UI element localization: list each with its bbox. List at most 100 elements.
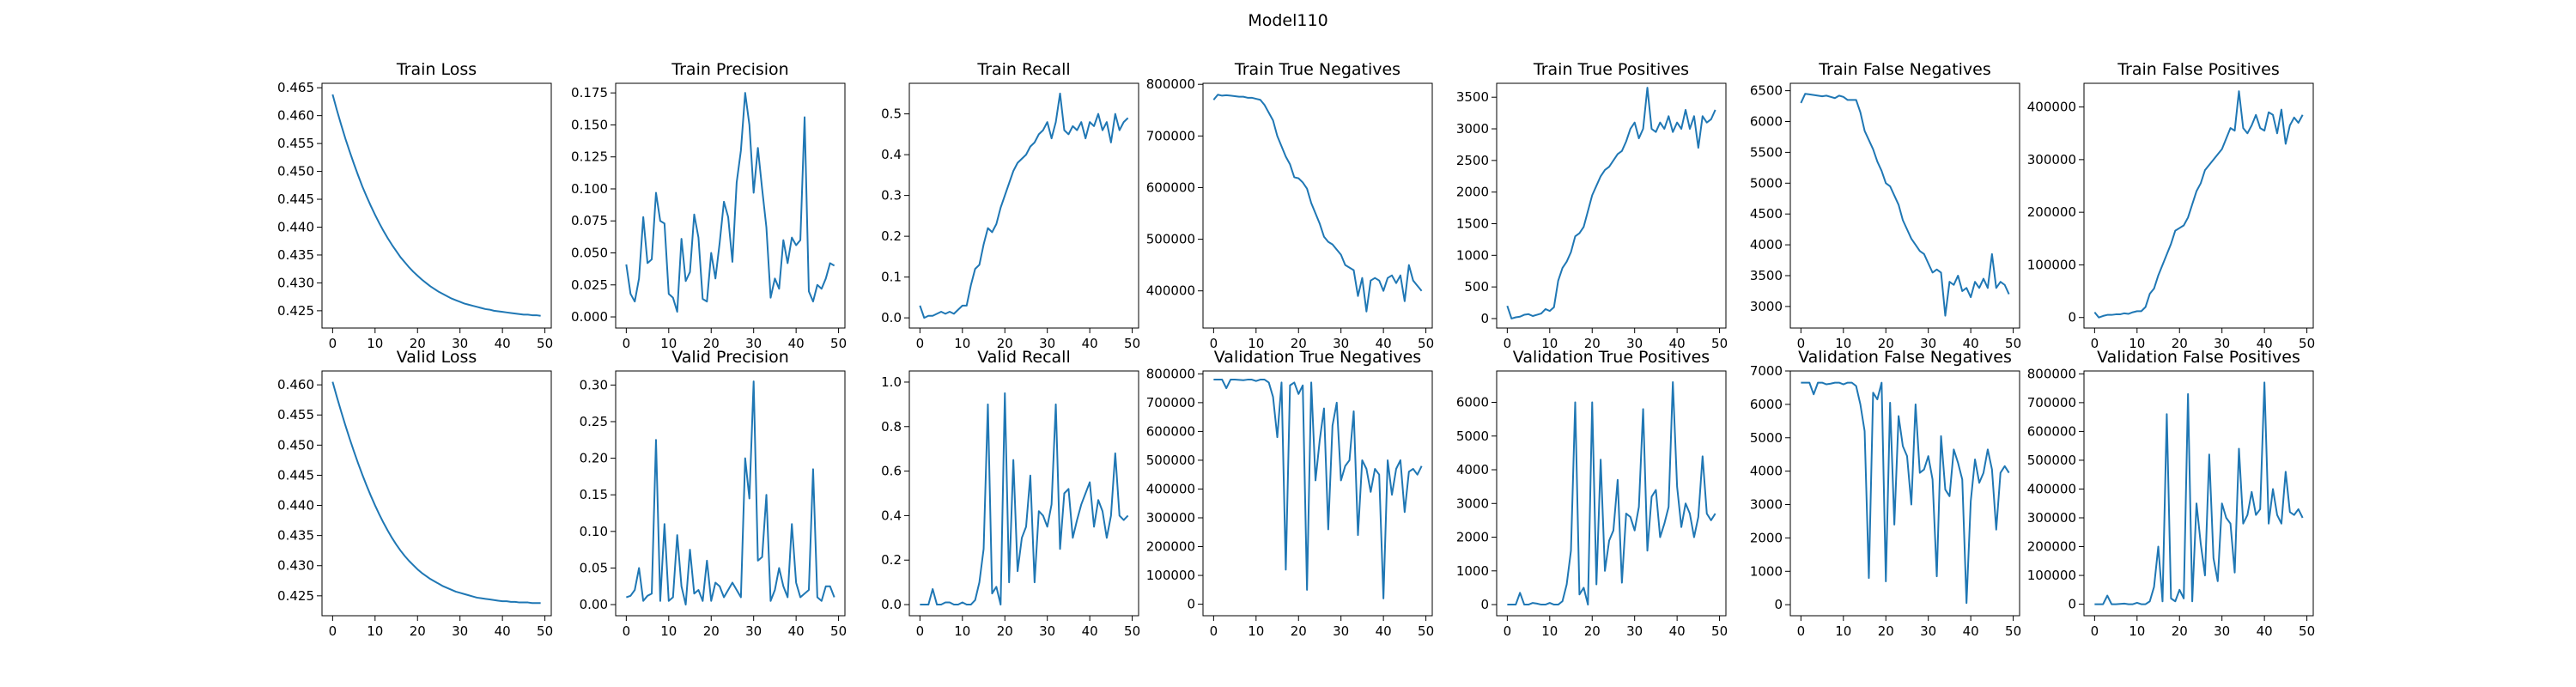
x-tick-label: 40 bbox=[2257, 623, 2273, 639]
axes-frame bbox=[908, 370, 1139, 617]
y-tick-label: 400000 bbox=[2027, 481, 2076, 496]
subplot-10: Valid Recall 0.0 0.2 0.4 0.6 0.8 1.0 0 10 20 30 40 5… bbox=[881, 348, 1140, 639]
y-tick-label: 0.455 bbox=[277, 407, 314, 423]
y-tick-label: 4500 bbox=[1750, 206, 1783, 222]
x-tick-label: 10 bbox=[954, 623, 970, 639]
subplot-2: Train Precision 0.000 0.025 0.050 0.075 0.100… bbox=[571, 60, 847, 351]
y-tick-label: 0.00 bbox=[580, 597, 608, 612]
y-tick-label: 0.440 bbox=[277, 219, 314, 234]
x-tick-label: 40 bbox=[1669, 336, 1686, 351]
series-line bbox=[626, 380, 835, 606]
y-tick-label: 0.455 bbox=[277, 136, 314, 151]
x-tick-label: 40 bbox=[2257, 336, 2273, 351]
x-tick-label: 0 bbox=[1797, 623, 1806, 639]
y-tick-label: 800000 bbox=[1146, 366, 1195, 381]
y-tick-label: 0.10 bbox=[580, 524, 608, 539]
subplot-title: Validation True Positives bbox=[1513, 348, 1710, 367]
x-tick-label: 0 bbox=[329, 623, 337, 639]
y-tick-label: 0.460 bbox=[277, 108, 314, 124]
axes-frame bbox=[321, 82, 552, 329]
y-tick-label: 4000 bbox=[1750, 464, 1783, 479]
x-tick-label: 40 bbox=[1082, 623, 1098, 639]
axes-frame bbox=[1202, 82, 1433, 329]
x-tick-label: 20 bbox=[1584, 623, 1601, 639]
y-tick-label: 300000 bbox=[1146, 510, 1195, 526]
series-line bbox=[2094, 381, 2304, 605]
series-line bbox=[1507, 380, 1716, 606]
x-tick-label: 30 bbox=[452, 336, 468, 351]
y-tick-label: 5000 bbox=[1750, 430, 1783, 446]
subplot-13: Validation False Negatives 0 1000 2000 3000 4… bbox=[1750, 348, 2021, 639]
x-tick-label: 10 bbox=[367, 336, 383, 351]
y-tick-label: 3000 bbox=[1750, 497, 1783, 513]
y-tick-label: 2000 bbox=[1750, 530, 1783, 545]
subplot-1: Train Loss 0.425 0.430 0.435 0.440 0.445 0.450… bbox=[277, 60, 553, 351]
x-tick-label: 30 bbox=[2214, 623, 2230, 639]
y-tick-label: 0.450 bbox=[277, 437, 314, 453]
subplot-title: Train True Negatives bbox=[1234, 60, 1400, 79]
y-tick-label: 100000 bbox=[2027, 568, 2076, 583]
y-tick-label: 6000 bbox=[1456, 395, 1489, 410]
x-tick-label: 30 bbox=[1039, 623, 1055, 639]
series-line bbox=[919, 92, 1129, 319]
axes-frame bbox=[615, 82, 846, 329]
subplot-5: Train True Positives05001000150020002500… bbox=[1456, 60, 1728, 351]
y-tick-label: 5000 bbox=[1456, 429, 1489, 444]
y-tick-label: 0.15 bbox=[580, 487, 608, 502]
x-tick-label: 40 bbox=[1669, 623, 1686, 639]
x-tick-label: 0 bbox=[916, 336, 925, 351]
x-tick-label: 30 bbox=[1333, 336, 1349, 351]
y-tick-label: 6000 bbox=[1750, 397, 1783, 412]
axes-frame bbox=[2083, 82, 2314, 329]
x-tick-label: 10 bbox=[367, 623, 383, 639]
x-tick-label: 10 bbox=[1248, 336, 1264, 351]
y-tick-label: 200000 bbox=[2027, 539, 2076, 555]
x-tick-label: 30 bbox=[452, 623, 468, 639]
y-tick-label: 3000 bbox=[1456, 121, 1489, 137]
subplot-3: Train Recall 0.0 0.1 0.2 0.3 0.4 0.5 0 10 20 30 40 5… bbox=[881, 60, 1140, 351]
x-tick-label: 40 bbox=[1376, 336, 1392, 351]
y-tick-label: 0 bbox=[1480, 311, 1489, 326]
y-tick-label: 600000 bbox=[2027, 423, 2076, 439]
y-tick-label: 0.6 bbox=[881, 464, 902, 479]
y-tick-label: 200000 bbox=[2027, 204, 2076, 220]
axes-frame bbox=[1496, 82, 1727, 329]
y-tick-label: 2500 bbox=[1456, 153, 1489, 168]
y-tick-label: 3000 bbox=[1750, 299, 1783, 314]
y-tick-label: 0.4 bbox=[881, 147, 902, 162]
y-tick-label: 400000 bbox=[2027, 100, 2076, 115]
x-tick-label: 10 bbox=[2129, 623, 2145, 639]
x-tick-label: 40 bbox=[1963, 623, 1979, 639]
subplot-title: Train Precision bbox=[671, 60, 788, 79]
series-line bbox=[625, 92, 835, 313]
subplot-8: Valid Loss 0.425 0.430 0.435 0.440 0.445 0.450… bbox=[277, 348, 553, 639]
y-tick-label: 0.2 bbox=[881, 228, 902, 244]
x-tick-label: 20 bbox=[2172, 623, 2188, 639]
x-tick-label: 40 bbox=[788, 336, 805, 351]
y-tick-label: 0.05 bbox=[580, 560, 608, 575]
y-tick-label: 0 bbox=[1187, 597, 1195, 612]
y-tick-label: 0.430 bbox=[277, 558, 314, 574]
y-tick-label: 0.440 bbox=[277, 498, 314, 514]
x-tick-label: 10 bbox=[1248, 623, 1264, 639]
y-tick-label: 0.460 bbox=[277, 377, 314, 392]
axes-frame bbox=[1202, 370, 1433, 617]
y-tick-label: 600000 bbox=[1146, 423, 1195, 439]
x-tick-label: 10 bbox=[660, 336, 677, 351]
y-tick-label: 0.465 bbox=[277, 80, 314, 95]
y-tick-label: 0.050 bbox=[571, 246, 608, 261]
x-tick-label: 10 bbox=[1541, 623, 1558, 639]
series-line bbox=[1800, 93, 2010, 317]
x-tick-label: 20 bbox=[997, 336, 1013, 351]
x-tick-label: 40 bbox=[1963, 336, 1979, 351]
y-tick-label: 0.175 bbox=[571, 85, 608, 100]
y-tick-label: 0.20 bbox=[580, 451, 608, 466]
subplot-4: Train True Negatives 400000 500000 600000 70… bbox=[1146, 60, 1434, 351]
y-tick-label: 0.3 bbox=[881, 188, 902, 204]
subplot-title: Train Recall bbox=[976, 60, 1070, 79]
series-line bbox=[331, 94, 541, 317]
x-tick-label: 0 bbox=[1797, 336, 1806, 351]
y-tick-label: 700000 bbox=[2027, 395, 2076, 410]
series-line bbox=[331, 381, 541, 605]
x-tick-label: 50 bbox=[2299, 623, 2315, 639]
